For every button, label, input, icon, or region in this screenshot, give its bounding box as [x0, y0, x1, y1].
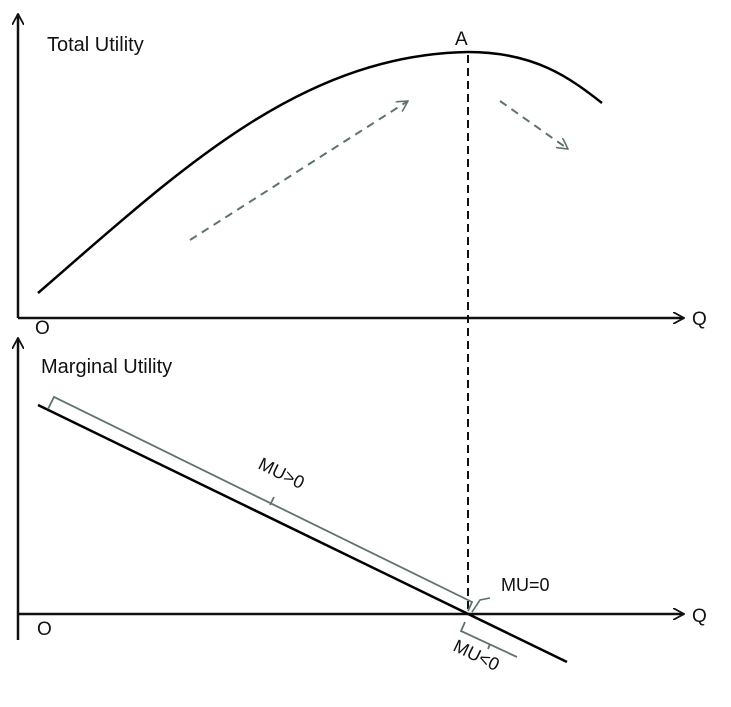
- rising-trend-arrow: [189, 101, 408, 241]
- peak-label-a: A: [455, 29, 468, 50]
- marginal-utility-panel: Marginal Utility O Q MU>0 MU=0 MU<0: [18, 338, 707, 675]
- marginal-utility-line: [37, 403, 568, 664]
- mu-negative-bracket: [459, 621, 518, 658]
- mu-positive-bracket: [47, 395, 474, 612]
- top-q-axis-label: Q: [692, 309, 707, 330]
- mu-zero-bracket: [471, 597, 491, 613]
- total-utility-panel: Total Utility O Q A: [18, 14, 707, 339]
- total-utility-title: Total Utility: [47, 34, 144, 56]
- mu-positive-label: MU>0: [255, 454, 307, 493]
- mu-zero-label: MU=0: [501, 575, 550, 595]
- top-origin-label: O: [35, 318, 50, 339]
- marginal-utility-title: Marginal Utility: [41, 356, 172, 378]
- mu-negative-label: MU<0: [450, 636, 502, 675]
- total-utility-curve: [37, 50, 603, 294]
- bottom-origin-label: O: [37, 619, 52, 640]
- bottom-q-axis-label: Q: [692, 606, 707, 627]
- falling-trend-arrow: [499, 100, 568, 149]
